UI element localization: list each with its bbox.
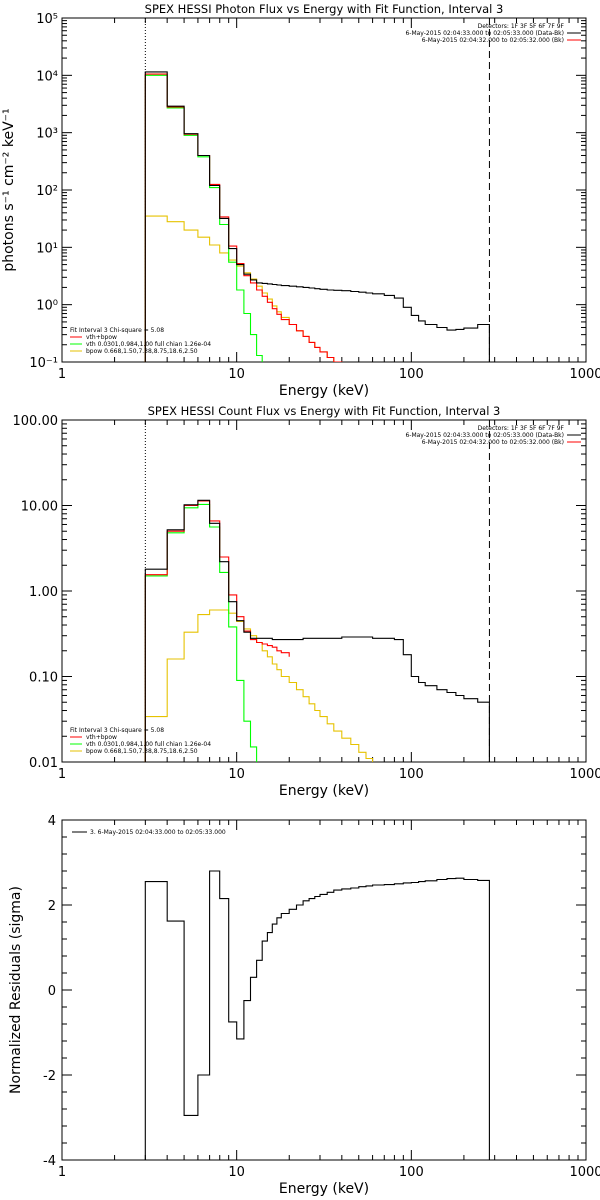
x-tick-label: 10 <box>228 367 245 382</box>
legend-top-entry: 6-May-2015 02:04:32.000 to 02:05:32.000 … <box>422 439 564 446</box>
legend-bottom-entry: bpow 0.668,1.50,7.38,8.75,18.6,2.50 <box>86 348 198 355</box>
y-tick-label: 4 <box>48 814 56 829</box>
series-bpow-line <box>144 215 343 362</box>
series-vth-line <box>144 503 258 762</box>
x-tick-label: 1 <box>58 767 66 782</box>
x-tick-label: 100 <box>399 367 424 382</box>
legend-bottom-entry: vth 0.0301,0.984,1.00 full chian 1.26e-0… <box>86 341 211 348</box>
chart-panel-3: 1 10 100 1000 Energy (keV) -4 -2 0 2 4 Normalized … <box>8 814 600 1197</box>
x-tick-label: 100 <box>399 1165 424 1180</box>
y-tick-label: 10⁰ <box>36 299 58 314</box>
x-tick-label: 1000 <box>569 1165 600 1180</box>
legend-top-entry: 6-May-2015 02:04:33.000 to 02:05:33.000 … <box>405 30 564 37</box>
x-tick-label: 1000 <box>569 367 600 382</box>
x-axis-label: Energy (keV) <box>279 783 369 799</box>
x-tick-label: 100 <box>399 767 424 782</box>
x-tick-label: 1 <box>58 1165 66 1180</box>
y-tick-label: 2 <box>48 899 56 914</box>
legend-top-entry: 6-May-2015 02:04:33.000 to 02:05:33.000 … <box>405 432 564 439</box>
plot-frame <box>61 17 587 363</box>
y-axis-label: Normalized Residuals (sigma) <box>8 886 24 1094</box>
chart-panel-2: SPEX HESSI Count Flux vs Energy with Fit… <box>13 404 600 799</box>
plot-frame <box>61 819 587 1161</box>
x-axis-label: Energy (keV) <box>279 1181 369 1197</box>
legend-bottom-entry: vth+bpow <box>86 734 117 741</box>
series-data-line <box>144 71 490 362</box>
y-axis-label: photons s⁻¹ cm⁻² keV⁻¹ <box>1 108 17 271</box>
legend-fit-info: Fit Interval 3 Chi-square = 5.08 <box>70 727 164 734</box>
plot-frame <box>61 419 587 763</box>
y-tick-label: 10³ <box>36 127 58 142</box>
y-tick-label: 1.00 <box>29 585 58 600</box>
legend-entry: 3. 6-May-2015 02:04:33.000 to 02:05:33.0… <box>90 829 226 836</box>
legend-fit-info: Fit Interval 3 Chi-square = 5.08 <box>70 327 164 334</box>
series-bpow-line <box>144 609 374 762</box>
legend-top-entry: 6-May-2015 02:04:32.000 to 02:05:32.000 … <box>422 37 564 44</box>
y-tick-label: 0.10 <box>29 671 58 686</box>
series-data-line <box>144 870 490 1160</box>
legend-top-entry: Detectors: 1F 3F 5F 6F 7F 9F <box>478 23 565 30</box>
chart-title: SPEX HESSI Count Flux vs Energy with Fit… <box>148 404 501 418</box>
x-tick-label: 10 <box>228 767 245 782</box>
y-tick-label: -2 <box>43 1069 56 1084</box>
series-model-line <box>144 73 343 362</box>
y-tick-label: 10⁵ <box>36 12 58 27</box>
y-tick-label: 10.00 <box>21 500 58 515</box>
series-data-line <box>144 499 490 762</box>
y-tick-label: 0.01 <box>29 756 58 771</box>
y-tick-label: 10² <box>36 184 58 199</box>
x-tick-label: 1 <box>58 367 66 382</box>
chart-panel-1: SPEX HESSI Photon Flux vs Energy with Fi… <box>1 2 600 399</box>
legend-bottom-entry: vth+bpow <box>86 334 117 341</box>
y-tick-label: 10⁻¹ <box>29 356 58 371</box>
x-tick-label: 10 <box>228 1165 245 1180</box>
legend-bottom-entry: vth 0.0301,0.984,1.00 full chian 1.26e-0… <box>86 741 211 748</box>
y-tick-label: 10⁴ <box>36 69 58 84</box>
chart-title: SPEX HESSI Photon Flux vs Energy with Fi… <box>145 2 504 16</box>
legend-bottom-entry: bpow 0.668,1.50,7.38,8.75,18.6,2.50 <box>86 748 198 755</box>
y-tick-label: 0 <box>48 984 56 999</box>
y-tick-label: 100.00 <box>13 414 59 429</box>
y-tick-label: 10¹ <box>36 241 58 256</box>
x-axis-label: Energy (keV) <box>279 383 369 399</box>
legend-top-entry: Detectors: 1F 3F 5F 6F 7F 9F <box>478 425 565 432</box>
x-tick-label: 1000 <box>569 767 600 782</box>
y-tick-label: -4 <box>43 1154 56 1169</box>
